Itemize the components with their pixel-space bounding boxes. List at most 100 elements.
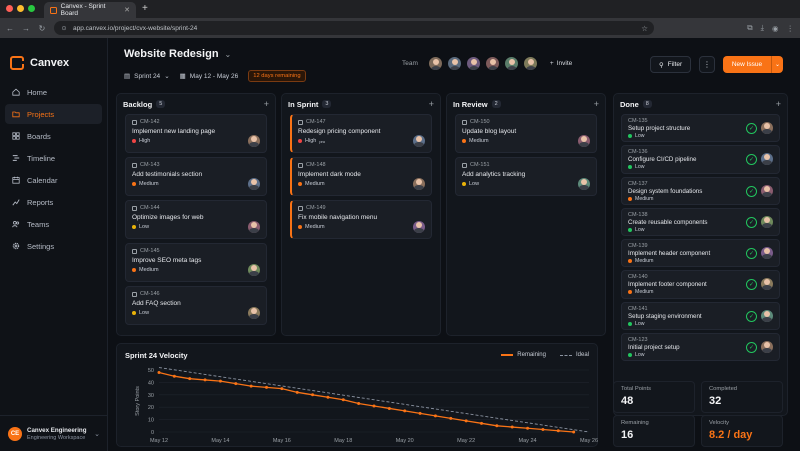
legend-label: Ideal bbox=[575, 352, 589, 358]
assignee-avatar[interactable] bbox=[761, 278, 773, 291]
sidebar-item-home[interactable]: Home bbox=[5, 82, 102, 102]
filter-button[interactable]: ⚲ Filter bbox=[650, 56, 692, 73]
avatar[interactable] bbox=[484, 56, 500, 71]
avatar[interactable] bbox=[427, 56, 443, 71]
minimize-window-button[interactable] bbox=[17, 5, 24, 12]
priority-tag: Medium bbox=[298, 181, 425, 187]
sidebar: Canvex Home Projects Boards Timeline Cal… bbox=[0, 38, 108, 451]
assignee-avatar[interactable] bbox=[761, 247, 773, 260]
forward-icon[interactable]: → bbox=[22, 23, 30, 33]
issue-card[interactable]: CM-150 Update blog layout Medium bbox=[455, 114, 597, 153]
data-point bbox=[295, 390, 299, 394]
assignee-avatar[interactable] bbox=[413, 178, 425, 190]
project-chevron-down-icon[interactable]: ⌄ bbox=[224, 50, 232, 59]
back-icon[interactable]: ← bbox=[6, 23, 14, 33]
issue-card[interactable]: CM-142 Implement new landing page High bbox=[125, 114, 267, 153]
sidebar-item-timeline[interactable]: Timeline bbox=[5, 148, 102, 168]
browser-tab[interactable]: Canvex - Sprint Board ✕ bbox=[44, 2, 136, 18]
issue-card[interactable]: CM-136 Configure CI/CD pipeline Low ✓ bbox=[621, 145, 780, 174]
priority-label: High bbox=[305, 138, 317, 144]
issue-type-icon bbox=[132, 162, 137, 168]
add-card-icon[interactable]: + bbox=[428, 99, 434, 109]
url-input[interactable]: ⊙ app.canvex.io/project/cvx-website/spri… bbox=[54, 21, 654, 35]
assignee-avatar[interactable] bbox=[413, 135, 425, 147]
assignee-avatar[interactable] bbox=[578, 178, 590, 190]
issue-card[interactable]: CM-145 Improve SEO meta tags Medium bbox=[125, 243, 267, 282]
assignee-avatar[interactable] bbox=[761, 215, 773, 228]
close-window-button[interactable] bbox=[6, 5, 13, 12]
maximize-window-button[interactable] bbox=[28, 5, 35, 12]
issue-card[interactable]: CM-144 Optimize images for web Low bbox=[125, 200, 267, 239]
brand[interactable]: Canvex bbox=[0, 38, 107, 76]
assignee-avatar[interactable] bbox=[413, 221, 425, 233]
add-card-icon[interactable]: + bbox=[775, 99, 781, 109]
add-card-icon[interactable]: + bbox=[263, 99, 269, 109]
reload-icon[interactable]: ↻ bbox=[38, 23, 46, 33]
stat-label: Velocity bbox=[709, 420, 729, 426]
assignee-avatar[interactable] bbox=[248, 307, 260, 319]
invite-label: Invite bbox=[556, 60, 573, 67]
avatar[interactable] bbox=[503, 56, 519, 71]
assignee-avatar[interactable] bbox=[761, 309, 773, 322]
issue-card[interactable]: CM-140 Implement footer component Medium… bbox=[621, 270, 780, 299]
avatar[interactable] bbox=[522, 56, 538, 71]
issue-title: Implement header component bbox=[628, 250, 711, 258]
priority-dot bbox=[628, 321, 632, 326]
new-issue-button[interactable]: New Issue ⌄ bbox=[723, 56, 783, 73]
new-tab-icon[interactable]: + bbox=[142, 3, 148, 14]
issue-card[interactable]: CM-137 Design system foundations Medium … bbox=[621, 176, 780, 205]
sidebar-item-projects[interactable]: Projects bbox=[5, 104, 102, 124]
more-vertical-icon: ⋮ bbox=[703, 60, 711, 69]
download-icon[interactable]: ⤓ bbox=[760, 23, 764, 32]
assignee-avatar[interactable] bbox=[248, 221, 260, 233]
velocity-chart-panel: 0 10 20 30 40 50 May 12 May 14 May 16 May 18 May 2… bbox=[116, 343, 598, 447]
tab-bar: Canvex - Sprint Board ✕ + bbox=[0, 0, 800, 18]
browser-menu-icon[interactable]: ⋮ bbox=[786, 23, 795, 33]
issue-title: Add analytics tracking bbox=[462, 171, 526, 178]
issue-card[interactable]: CM-123 Initial project setup Low ✓ bbox=[621, 333, 780, 362]
assignee-avatar[interactable] bbox=[761, 184, 773, 197]
extensions-icon[interactable]: ⧉ bbox=[747, 23, 753, 32]
column-header: In Review 2 + bbox=[447, 94, 605, 114]
issue-card[interactable]: CM-146 Add FAQ section Low bbox=[125, 286, 267, 325]
avatar[interactable] bbox=[446, 56, 462, 71]
issue-card[interactable]: CM-139 Implement header component Medium… bbox=[621, 239, 780, 268]
profile-icon[interactable]: ◉ bbox=[771, 23, 779, 33]
issue-card[interactable]: CM-149 Fix mobile navigation menu Medium bbox=[290, 200, 432, 239]
issue-card[interactable]: CM-135 Setup project structure Low ✓ bbox=[621, 114, 780, 143]
data-point bbox=[341, 398, 345, 402]
priority-dot bbox=[628, 134, 632, 138]
assignee-avatar[interactable] bbox=[578, 135, 590, 147]
more-options-button[interactable]: ⋮ bbox=[699, 56, 715, 73]
sidebar-item-settings[interactable]: Settings bbox=[5, 236, 102, 256]
sidebar-item-calendar[interactable]: Calendar bbox=[5, 170, 102, 190]
data-point bbox=[280, 387, 284, 391]
issue-id: CM-135 bbox=[628, 118, 773, 124]
site-info-icon[interactable]: ⊙ bbox=[61, 25, 67, 32]
sprint-selector[interactable]: ▤ Sprint 24 ⌄ bbox=[124, 72, 170, 81]
priority-tag: Low bbox=[628, 227, 773, 233]
assignee-avatar[interactable] bbox=[761, 341, 773, 354]
issue-card[interactable]: CM-147 Redesign pricing component High pr… bbox=[290, 114, 432, 153]
assignee-avatar[interactable] bbox=[248, 178, 260, 190]
sidebar-item-reports[interactable]: Reports bbox=[5, 192, 102, 212]
new-issue-dropdown-chevron-icon[interactable]: ⌄ bbox=[771, 56, 783, 73]
add-card-icon[interactable]: + bbox=[593, 99, 599, 109]
bookmark-star-icon[interactable]: ☆ bbox=[641, 23, 648, 33]
workspace-switcher[interactable]: CE Canvex Engineering Engineering Worksp… bbox=[0, 415, 108, 451]
assignee-avatar[interactable] bbox=[761, 122, 773, 134]
assignee-avatar[interactable] bbox=[761, 153, 773, 166]
sidebar-item-teams[interactable]: Teams bbox=[5, 214, 102, 234]
sidebar-item-boards[interactable]: Boards bbox=[5, 126, 102, 146]
invite-button[interactable]: + Invite bbox=[550, 60, 572, 67]
issue-card[interactable]: CM-138 Create reusable components Low ✓ bbox=[621, 207, 780, 237]
issue-card[interactable]: CM-143 Add testimonials section Medium bbox=[125, 157, 267, 196]
issue-card[interactable]: CM-148 Implement dark mode Medium bbox=[290, 157, 432, 196]
avatar[interactable] bbox=[465, 56, 481, 71]
issue-card[interactable]: CM-151 Add analytics tracking Low bbox=[455, 157, 597, 196]
issue-card[interactable]: CM-141 Setup staging environment Low ✓ bbox=[621, 301, 780, 331]
assignee-avatar[interactable] bbox=[248, 264, 260, 276]
assignee-avatar[interactable] bbox=[248, 135, 260, 147]
workspace-avatar: CE bbox=[8, 426, 22, 441]
close-tab-icon[interactable]: ✕ bbox=[124, 7, 130, 14]
